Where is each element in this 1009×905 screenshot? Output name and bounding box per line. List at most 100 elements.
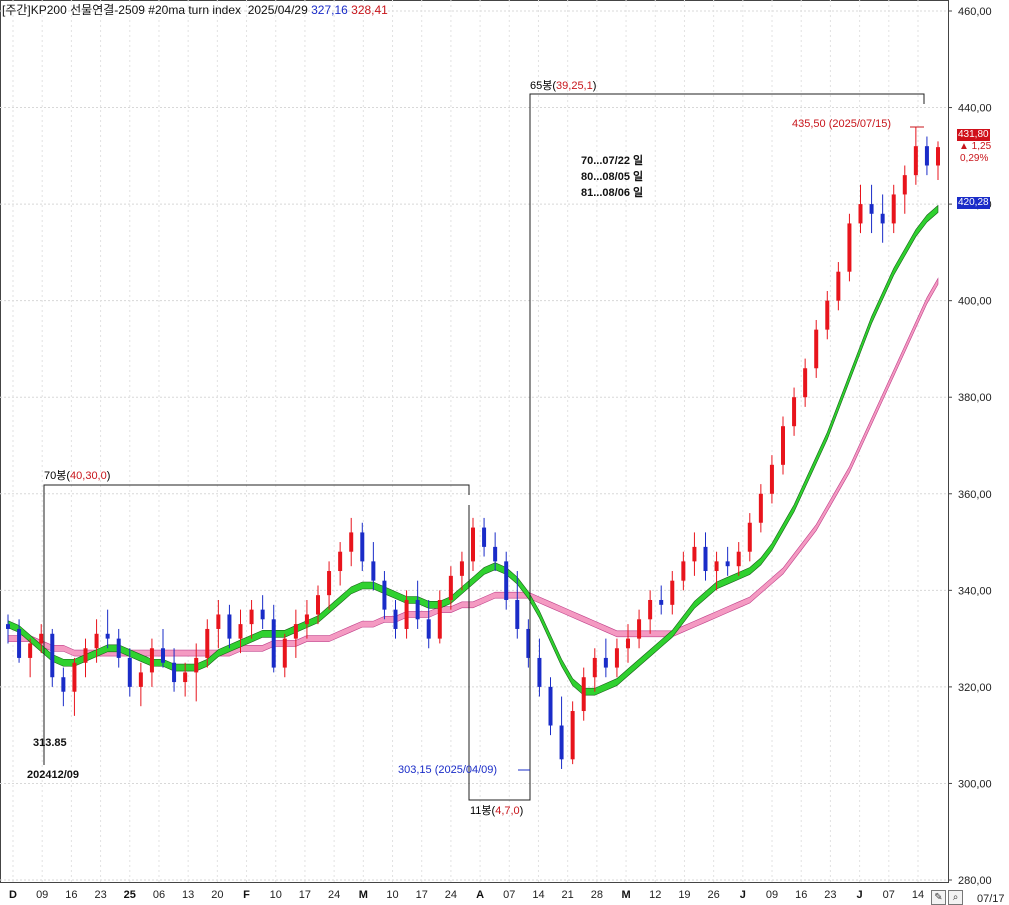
candle-body bbox=[648, 599, 653, 620]
range1-bracket bbox=[43, 484, 470, 765]
pencil-icon[interactable]: ✎ bbox=[931, 890, 946, 905]
candle-body bbox=[725, 561, 730, 567]
candle-body bbox=[603, 657, 608, 668]
candle-body bbox=[138, 672, 143, 687]
x-tick-label: 24 bbox=[328, 889, 340, 901]
candle-body bbox=[205, 628, 210, 658]
y-tick-label: 440,00 bbox=[958, 103, 992, 115]
forecast-line-1: 70...07/22 일 bbox=[581, 155, 644, 167]
price-change: ▲ 1,25 bbox=[959, 141, 992, 152]
x-tick-label: 06 bbox=[153, 889, 165, 901]
candle-body bbox=[515, 599, 520, 629]
y-tick-label: 320,00 bbox=[958, 682, 992, 694]
range2-bracket bbox=[529, 93, 925, 785]
candle-body bbox=[659, 599, 664, 605]
candle-body bbox=[880, 213, 885, 224]
x-tick-label: 28 bbox=[591, 889, 603, 901]
candle-body bbox=[271, 619, 276, 668]
header-value-red: 328,41 bbox=[351, 3, 388, 17]
candle-body bbox=[249, 609, 254, 625]
y-tick-label: 400,00 bbox=[958, 296, 992, 308]
y-tick-label: 460,00 bbox=[958, 6, 992, 18]
candle-body bbox=[94, 633, 99, 649]
candle-body bbox=[814, 329, 819, 369]
x-tick-label: 23 bbox=[94, 889, 106, 901]
candle-body bbox=[670, 580, 675, 605]
y-tick-label: 340,00 bbox=[958, 585, 992, 597]
candle-body bbox=[83, 648, 88, 663]
candle-body bbox=[570, 711, 575, 760]
fast-ma-band bbox=[7, 204, 939, 696]
candle-body bbox=[614, 648, 619, 668]
x-tick-label: 17 bbox=[299, 889, 311, 901]
y-tick-label: 360,00 bbox=[958, 489, 992, 501]
range3-bracket bbox=[468, 505, 531, 801]
candle-body bbox=[28, 643, 33, 658]
x-tick-label: J bbox=[740, 889, 746, 901]
x-tick-label: 16 bbox=[795, 889, 807, 901]
line-price-tag: 420,28 bbox=[957, 197, 990, 209]
candle-body bbox=[238, 624, 243, 639]
candle-body bbox=[116, 638, 121, 658]
candle-body bbox=[50, 633, 55, 678]
candle-body bbox=[836, 271, 841, 301]
candle-body bbox=[39, 633, 44, 644]
y-tick-label: 380,00 bbox=[958, 392, 992, 404]
candle-body bbox=[736, 551, 741, 567]
magnifier-icon[interactable]: ⌕ bbox=[948, 890, 963, 905]
candle-body bbox=[437, 599, 442, 639]
max-price-label: 435,50 (2025/07/15) bbox=[792, 118, 892, 130]
candle-body bbox=[703, 546, 708, 572]
candle-body bbox=[316, 595, 320, 615]
candle-body bbox=[426, 619, 431, 639]
x-tick-label: 24 bbox=[445, 889, 457, 901]
forecast-line-3: 81...08/06 일 bbox=[581, 187, 644, 199]
candle-body bbox=[17, 628, 22, 658]
candle-body bbox=[637, 619, 642, 639]
range3-label: 11봉(4,7,0) bbox=[470, 805, 524, 817]
candle-body bbox=[714, 561, 719, 572]
candle-body bbox=[105, 633, 110, 639]
x-axis-end-date: 07/17 bbox=[977, 893, 1005, 905]
candle-body bbox=[194, 657, 199, 673]
candle-body bbox=[216, 614, 221, 629]
x-tick-label: 10 bbox=[386, 889, 398, 901]
candle-body bbox=[459, 561, 464, 576]
x-tick-label: 09 bbox=[36, 889, 48, 901]
candle-body bbox=[681, 561, 686, 581]
candle-body bbox=[803, 368, 808, 398]
low-value-label: 313.85 bbox=[33, 737, 67, 749]
x-tick-label: J bbox=[857, 889, 863, 901]
candle-body bbox=[404, 599, 409, 629]
plot-frame bbox=[0, 0, 949, 883]
x-tick-label: 20 bbox=[211, 889, 223, 901]
x-tick-label: 17 bbox=[416, 889, 428, 901]
x-tick-label: 21 bbox=[562, 889, 574, 901]
candle-body bbox=[172, 662, 177, 683]
low-date-label: 202412/09 bbox=[27, 769, 79, 781]
chart-title: [주간]KP200 선물연결-2509 #20ma turn index bbox=[2, 3, 242, 17]
candle-body bbox=[127, 657, 132, 687]
slow-ma-band bbox=[7, 277, 939, 657]
candle-body bbox=[260, 609, 265, 620]
x-tick-label: 14 bbox=[912, 889, 924, 901]
candle-body bbox=[349, 532, 354, 552]
candle-body bbox=[537, 657, 542, 687]
candle-body bbox=[327, 571, 332, 596]
range2-label: 65봉(39,25,1) bbox=[530, 80, 597, 92]
x-tick-label: 16 bbox=[65, 889, 77, 901]
x-tick-label: 25 bbox=[124, 889, 136, 901]
candle-body bbox=[504, 561, 509, 600]
candle-body bbox=[415, 599, 420, 620]
x-tick-label: A bbox=[476, 889, 484, 901]
candle-body bbox=[559, 725, 564, 760]
x-tick-label: M bbox=[359, 889, 368, 901]
candle-body bbox=[592, 657, 597, 678]
candle-body bbox=[304, 614, 309, 625]
candle-body bbox=[792, 397, 797, 427]
range1-label: 70봉(40,30,0) bbox=[44, 470, 111, 482]
candle-body bbox=[183, 672, 188, 683]
y-tick-label: 300,00 bbox=[958, 778, 992, 790]
candle-body bbox=[61, 677, 66, 692]
candle-body bbox=[769, 464, 774, 494]
